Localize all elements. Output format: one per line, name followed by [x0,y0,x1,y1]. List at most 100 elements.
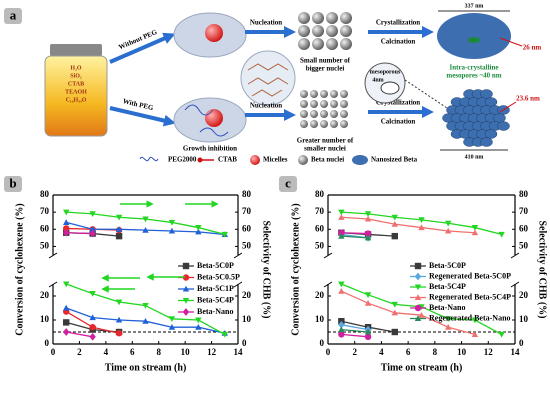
charts: b0 2 4 6 8 10 12 1401020506070800102050607080Ti… [4,175,548,373]
result-label: bigger nuclei [306,65,345,73]
nucleus [340,38,352,50]
x-axis-label: Time on stream (h) [105,362,187,373]
nucleus [320,90,328,98]
marker [445,324,452,330]
marker [338,214,345,220]
nucleus [300,100,308,108]
pointer [499,37,523,47]
x-tick-label: 2 [352,347,357,357]
legend-text: Beta-5C0P [429,261,466,270]
marker [418,312,425,318]
nucleus [298,12,310,24]
inset-pore [380,81,400,95]
y2-tick-label: 10 [242,314,252,324]
series-line [66,232,93,235]
nucleus [330,110,338,118]
nucleus [340,110,348,118]
arrow [109,32,176,64]
mesopore-label: mesopores ~40 nm [446,72,501,80]
y-tick-label: 80 [315,189,325,199]
marker [115,232,123,240]
marker [195,317,202,324]
marker [89,291,96,297]
marker [364,230,372,237]
y2-tick-label: 60 [242,223,252,233]
y2-tick-label: 0 [242,338,247,348]
marker [364,300,372,306]
marker [168,227,176,234]
panel-label: b [9,175,16,190]
nucleus [330,90,338,98]
y-tick-label: 80 [40,189,50,199]
nucleus [310,120,318,128]
nanocrystal [484,129,498,139]
marker [391,232,398,240]
marker [391,220,398,227]
series-line [66,331,93,338]
nanocrystal [484,97,498,107]
marker [63,219,70,225]
nucleus [340,120,348,128]
legend-text: Beta-5C4P [429,282,466,291]
jar-text: CTAB [68,81,84,87]
marker [63,304,70,311]
x-tick-label: 2 [77,347,82,357]
x-tick-label: 0 [326,347,331,357]
nucleus [330,120,338,128]
y2-axis-label: Selectivity of CHB (%) [537,220,548,318]
marker [221,331,228,338]
x-tick-label: 4 [379,347,384,357]
crystal-cluster [442,89,510,147]
result-label: smaller nuclei [304,145,346,153]
marker [168,219,176,226]
legend-icon [139,156,159,162]
nucleus [300,90,308,98]
legend-marker [414,262,422,270]
series-line [341,211,502,236]
marker [115,330,123,337]
jar-lid [50,44,102,56]
nucleus [300,120,308,128]
marker [471,317,479,324]
marker [338,281,345,288]
inset-label: mesoporous [370,69,401,75]
marker [89,324,96,331]
y2-tick-label: 10 [519,314,529,324]
marker [168,324,176,330]
nuclei-big [298,12,352,50]
nanocrystal [497,121,510,131]
nucleus [326,25,338,37]
y-tick-label: 20 [40,290,50,300]
nucleus [326,38,338,50]
nucleus [340,90,348,98]
chart-c: c0 2 4 6 8 10 12 1401020506070800102050607080Ti… [146,175,548,373]
marker [338,229,345,236]
x-tick-label: 10 [457,347,467,357]
marker [364,292,372,298]
legend-text: Beta-5C0P [197,261,234,270]
step-label: Calcination [381,118,416,126]
y-tick-label: 20 [315,290,325,300]
legend-text: Beta-5C1P [197,284,234,293]
x-tick-label: 8 [433,347,438,357]
nucleus [310,90,318,98]
marker [338,209,345,216]
y2-tick-label: 60 [519,223,529,233]
legend-text: Regenerated Beta-Nano [429,313,511,322]
x-tick-label: 12 [207,347,217,357]
panel-a: a H₂O SiO₂ CTAB TEAOH C₁₆H₃₄O Without PE… [4,3,541,165]
marker [168,316,176,322]
x-tick-label: 6 [130,347,135,357]
panel-label-box [4,8,22,24]
x-tick-label: 4 [104,347,109,357]
marker [391,301,398,308]
nucleus [340,100,348,108]
jar-text: TEAOH [65,89,87,95]
legend-marker [414,272,422,281]
nucleus [312,38,324,50]
nucleus [330,100,338,108]
marker [63,328,70,336]
inset-label: 4nm [372,77,383,83]
panel-label: c [285,175,291,190]
y-tick-label: 50 [40,240,50,250]
